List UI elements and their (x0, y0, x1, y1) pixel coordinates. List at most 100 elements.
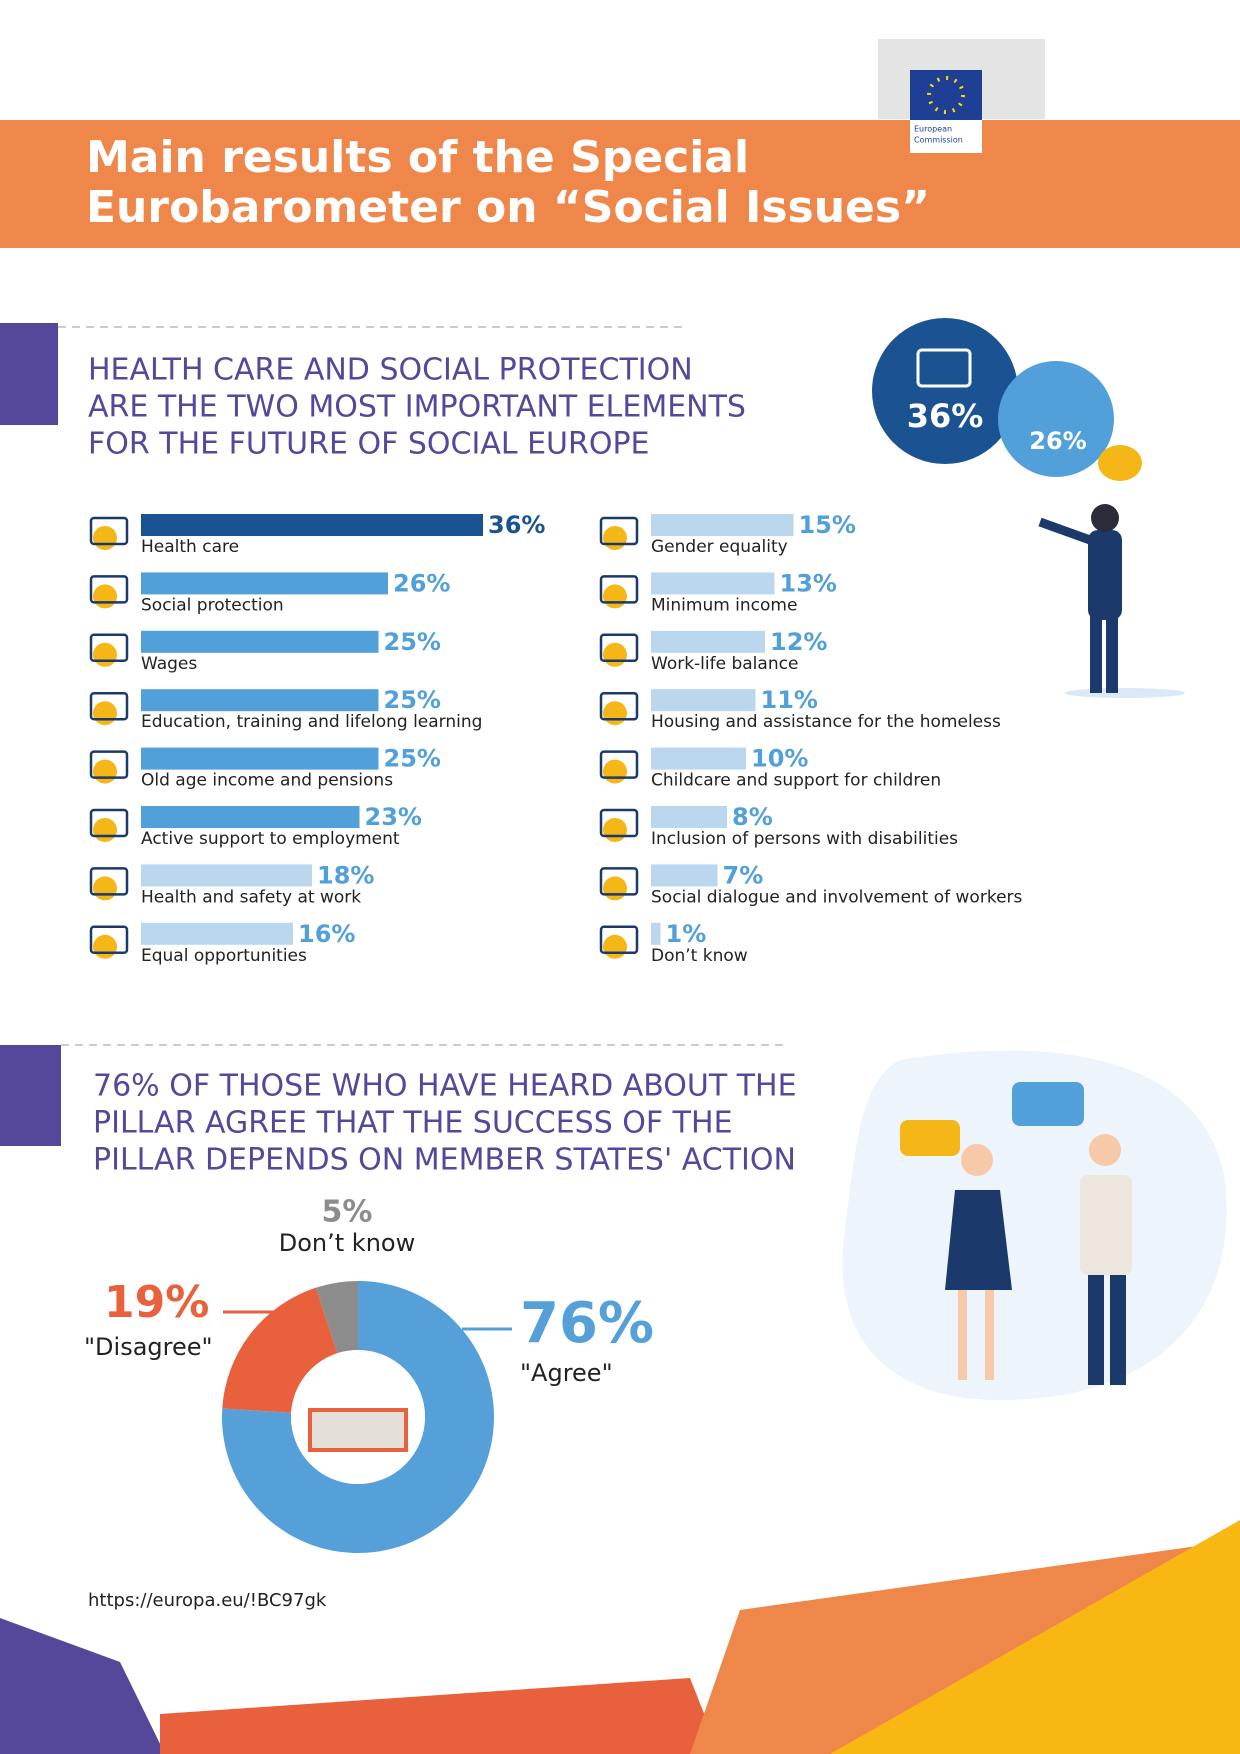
value-label: 76% (520, 1291, 654, 1356)
icon (89, 925, 129, 955)
bar (651, 747, 746, 770)
value-label: 23% (365, 803, 422, 831)
category-label: Childcare and support for children (651, 771, 941, 791)
highlight-bubble (998, 361, 1114, 477)
eu-stars (927, 76, 965, 114)
icon (89, 516, 129, 546)
bar (651, 922, 661, 945)
icon (603, 818, 627, 842)
bar (141, 806, 360, 828)
icon (599, 925, 639, 955)
category-label: "Disagree" (84, 1333, 213, 1361)
icon (93, 526, 117, 550)
value-label: 25% (384, 745, 441, 773)
bar (141, 514, 483, 536)
icon (93, 584, 117, 609)
category-label: Work-life balance (651, 654, 798, 674)
section-title: PILLAR AGREE THAT THE SUCCESS OF THE (93, 1106, 733, 1141)
bar (651, 806, 727, 828)
icon (599, 750, 639, 779)
icon (93, 759, 117, 784)
icon (603, 642, 627, 667)
value-label: 10% (751, 745, 808, 773)
icon (89, 808, 129, 838)
header-band (0, 120, 1240, 248)
icon (93, 934, 117, 959)
category-label: Wages (141, 654, 197, 674)
icon (599, 808, 639, 838)
value-label: 15% (799, 511, 856, 539)
section-title: 76% OF THOSE WHO HAVE HEARD ABOUT THE (93, 1069, 797, 1104)
value-label: 19% (104, 1277, 209, 1328)
icon (93, 701, 117, 726)
decor-shape (0, 1618, 165, 1754)
icon (599, 691, 639, 721)
icon (93, 818, 117, 842)
icon (603, 526, 627, 550)
icon (89, 633, 129, 663)
highlight-label: 36% (907, 397, 984, 435)
donut-icon (308, 1408, 408, 1452)
value-label: 11% (761, 686, 818, 714)
bar (651, 689, 756, 712)
logo: European Commission (878, 39, 1045, 153)
icon (603, 876, 627, 901)
category-label: Equal opportunities (141, 946, 307, 966)
value-label: 26% (393, 569, 450, 597)
bar (651, 864, 718, 887)
value-label: 8% (732, 803, 773, 831)
icon (916, 348, 972, 388)
section-title: PILLAR DEPENDS ON MEMBER STATES' ACTION (93, 1143, 796, 1178)
icon (89, 691, 129, 721)
icon (93, 876, 117, 901)
value-label: 12% (770, 628, 827, 656)
logo-text: Commission (914, 136, 963, 145)
donut-segment (222, 1281, 495, 1553)
bar (651, 514, 794, 536)
category-label: Don’t know (279, 1229, 415, 1257)
category-label: Active support to employment (141, 829, 400, 849)
value-label: 36% (488, 511, 545, 539)
bar (141, 747, 379, 770)
decor-shape (830, 1520, 1240, 1754)
bar (651, 572, 775, 595)
bar (141, 572, 388, 595)
section-marker (0, 1045, 61, 1146)
bar (141, 922, 293, 945)
page-title: Eurobarometer on “Social Issues” (86, 182, 930, 233)
section-marker (0, 323, 58, 425)
icon (599, 575, 639, 604)
donut-segment (315, 1281, 358, 1354)
people-illustration (842, 1050, 1227, 1400)
value-label: 13% (780, 569, 837, 597)
category-label: Minimum income (651, 595, 797, 615)
icon (93, 642, 117, 667)
decor-shape (160, 1678, 720, 1754)
page-title: Main results of the Special (86, 132, 749, 183)
icon (603, 701, 627, 726)
icon (603, 584, 627, 609)
category-label: Education, training and lifelong learnin… (141, 712, 482, 732)
value-label: 7% (723, 861, 764, 889)
highlight-label: 26% (1029, 427, 1086, 455)
category-label: Old age income and pensions (141, 771, 393, 791)
category-label: Social dialogue and involvement of worke… (651, 887, 1023, 907)
section-title: HEALTH CARE AND SOCIAL PROTECTION (88, 353, 693, 388)
category-label: "Agree" (520, 1359, 613, 1387)
category-label: Social protection (141, 595, 284, 615)
value-label: 18% (317, 861, 374, 889)
donut-segment (222, 1287, 338, 1413)
value-label: 1% (666, 920, 707, 948)
highlight-bubble (872, 318, 1018, 464)
icon (89, 867, 129, 896)
category-label: Inclusion of persons with disabilities (651, 829, 958, 849)
value-label: 5% (322, 1195, 373, 1230)
category-label: Health and safety at work (141, 887, 361, 907)
value-label: 25% (384, 686, 441, 714)
section-title: FOR THE FUTURE OF SOCIAL EUROPE (88, 427, 650, 462)
person-illustration (1038, 445, 1185, 698)
bar (141, 864, 312, 887)
icon (603, 934, 627, 959)
icon (599, 633, 639, 663)
